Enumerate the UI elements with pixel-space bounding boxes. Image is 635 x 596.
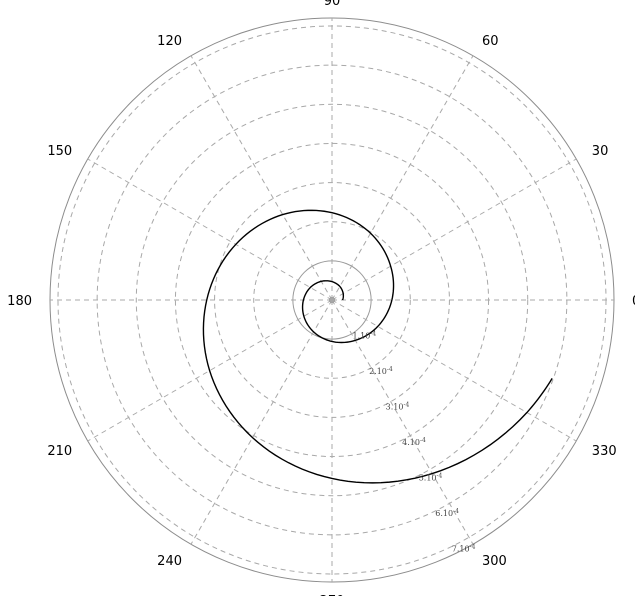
radial-tick-label: 6.10-4 (435, 508, 459, 518)
angle-tick-label: 90 (324, 0, 341, 9)
angular-grid-line (331, 299, 577, 442)
angle-tick-label: 270 (320, 594, 345, 596)
radial-tick-label: 5.10-4 (419, 472, 443, 482)
angle-tick-label: 120 (157, 34, 182, 49)
angle-tick-label: 60 (482, 34, 499, 49)
curve-layer (202, 209, 553, 484)
radial-tick-label: 3.10-4 (386, 401, 410, 411)
angle-tick-label: 300 (482, 554, 507, 569)
grid-layer (49, 17, 615, 583)
angular-grid-line (190, 55, 333, 301)
radial-tick-label: 7.10-4 (452, 543, 476, 553)
radial-grid-circle (135, 103, 529, 497)
radial-tick-label: 2.10-4 (369, 366, 393, 376)
center-marker (329, 297, 335, 303)
angular-grid-line (190, 299, 333, 545)
angle-tick-label: 240 (157, 554, 182, 569)
angle-tick-label: 0 (632, 294, 635, 309)
angle-tick-label: 330 (592, 444, 617, 459)
angular-grid-line (331, 55, 474, 301)
angular-grid-line (331, 158, 577, 301)
angle-tick-label: 30 (592, 144, 609, 159)
angle-tick-label: 210 (47, 444, 72, 459)
angle-tick-label: 150 (47, 144, 72, 159)
radial-grid-circle (253, 221, 411, 379)
angular-grid-line (87, 299, 333, 442)
angular-grid-line (87, 158, 333, 301)
angle-tick-label: 180 (7, 294, 32, 309)
radial-tick-label: 1.10-4 (353, 330, 377, 340)
radial-tick-label: 4.10-4 (402, 437, 426, 447)
label-layer: 0 30 60 90 120 150 180 210 240 270 300 330 1.10-4 2.1… (7, 0, 635, 596)
spiral-series-line (202, 209, 553, 484)
